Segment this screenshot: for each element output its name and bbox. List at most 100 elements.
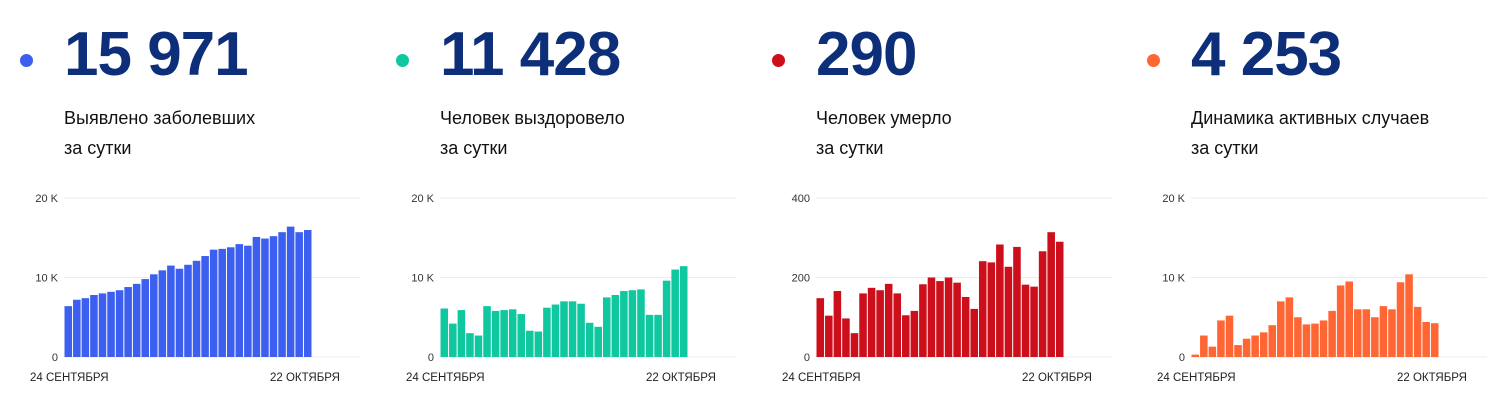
bar	[449, 323, 457, 357]
bar	[1285, 297, 1294, 358]
bar	[842, 318, 850, 357]
bar	[201, 256, 209, 357]
bar	[150, 274, 158, 357]
bar	[1013, 246, 1021, 357]
bar	[1208, 346, 1217, 357]
bar	[1259, 332, 1268, 357]
bar	[978, 261, 987, 357]
panel-cases: 15 971 Выявлено заболевших за сутки 0 10 …	[0, 0, 370, 414]
bar	[235, 244, 244, 357]
bar	[526, 330, 534, 357]
bar	[286, 226, 295, 357]
bar	[1396, 282, 1405, 357]
bar	[910, 310, 919, 357]
bar	[1004, 266, 1013, 357]
bar	[278, 232, 286, 357]
bar	[141, 279, 150, 357]
stat-description-line1: Выявлено заболевших	[64, 108, 256, 128]
bar	[996, 244, 1004, 357]
bar	[252, 236, 261, 357]
bar	[218, 248, 226, 357]
bar	[816, 298, 825, 357]
x-start-label: 24 СЕНТЯБРЯ	[1157, 372, 1236, 384]
bar	[961, 296, 970, 357]
stat-description-line2: за сутки	[64, 138, 132, 158]
bar	[833, 291, 842, 357]
bar	[1345, 281, 1353, 357]
bar	[620, 291, 628, 357]
bar	[637, 289, 645, 357]
y-tick-label: 10 K	[411, 273, 434, 285]
bar	[1047, 232, 1055, 357]
bar	[107, 291, 115, 357]
x-end-label: 22 ОКТЯБРЯ	[1397, 372, 1467, 384]
bar	[919, 284, 927, 357]
bar	[645, 314, 654, 357]
bar	[1328, 310, 1336, 357]
y-tick-label: 20 K	[411, 193, 434, 205]
bar	[534, 331, 543, 357]
bar	[1379, 306, 1388, 357]
series-dot	[20, 54, 33, 67]
bar	[1021, 284, 1030, 357]
bar	[1251, 335, 1259, 357]
bar	[226, 247, 235, 357]
bar	[560, 301, 568, 357]
bar	[825, 315, 833, 357]
bar	[1200, 335, 1208, 357]
bar	[987, 262, 996, 357]
y-tick-label: 0	[428, 352, 434, 364]
bar	[158, 270, 167, 357]
bar-chart: 0 10 K 20 K 24 СЕНТЯБРЯ 22 ОКТЯБРЯ	[406, 193, 736, 384]
bar	[1371, 317, 1379, 357]
bar	[244, 245, 252, 357]
bar	[1388, 309, 1396, 357]
stat-number: 15 971	[64, 20, 249, 89]
bar	[1277, 301, 1285, 357]
bar	[1302, 324, 1311, 357]
bar	[295, 232, 303, 357]
bar	[936, 281, 944, 357]
bar	[944, 277, 953, 357]
x-start-label: 24 СЕНТЯБРЯ	[30, 372, 109, 384]
x-end-label: 22 ОКТЯБРЯ	[1022, 372, 1092, 384]
bar	[1336, 285, 1345, 357]
stat-description: Человек умерло за сутки	[816, 103, 1116, 163]
bar	[1055, 241, 1064, 357]
bar	[1319, 320, 1328, 357]
bar	[98, 293, 107, 357]
bar	[483, 306, 491, 357]
bar	[303, 230, 312, 357]
x-start-label: 24 СЕНТЯБРЯ	[406, 372, 485, 384]
bar	[457, 310, 466, 357]
stat-number: 290	[816, 20, 917, 89]
bar	[500, 310, 508, 357]
bar	[594, 326, 602, 357]
bar	[1362, 309, 1371, 357]
stat-description: Динамика активных случаев за сутки	[1191, 103, 1491, 163]
y-tick-label: 10 K	[35, 273, 58, 285]
bar	[1191, 354, 1200, 357]
bar	[81, 298, 90, 357]
bar	[1422, 322, 1430, 357]
stat-description-line1: Динамика активных случаев	[1191, 108, 1430, 128]
bar	[440, 308, 449, 357]
bar	[73, 299, 81, 357]
bar	[1242, 338, 1251, 357]
bar	[491, 310, 500, 357]
bar	[508, 309, 517, 357]
bar	[175, 268, 184, 357]
bar	[132, 283, 141, 357]
bar	[1268, 325, 1277, 357]
y-tick-label: 0	[804, 352, 810, 364]
bar	[543, 307, 551, 357]
bar	[884, 283, 893, 357]
bar	[269, 236, 278, 357]
bar	[585, 322, 594, 357]
bar	[662, 280, 671, 357]
bar	[1234, 345, 1242, 357]
stat-number: 11 428	[440, 20, 621, 89]
bar	[261, 238, 269, 357]
bar	[867, 287, 876, 357]
stat-number: 4 253	[1191, 20, 1342, 89]
